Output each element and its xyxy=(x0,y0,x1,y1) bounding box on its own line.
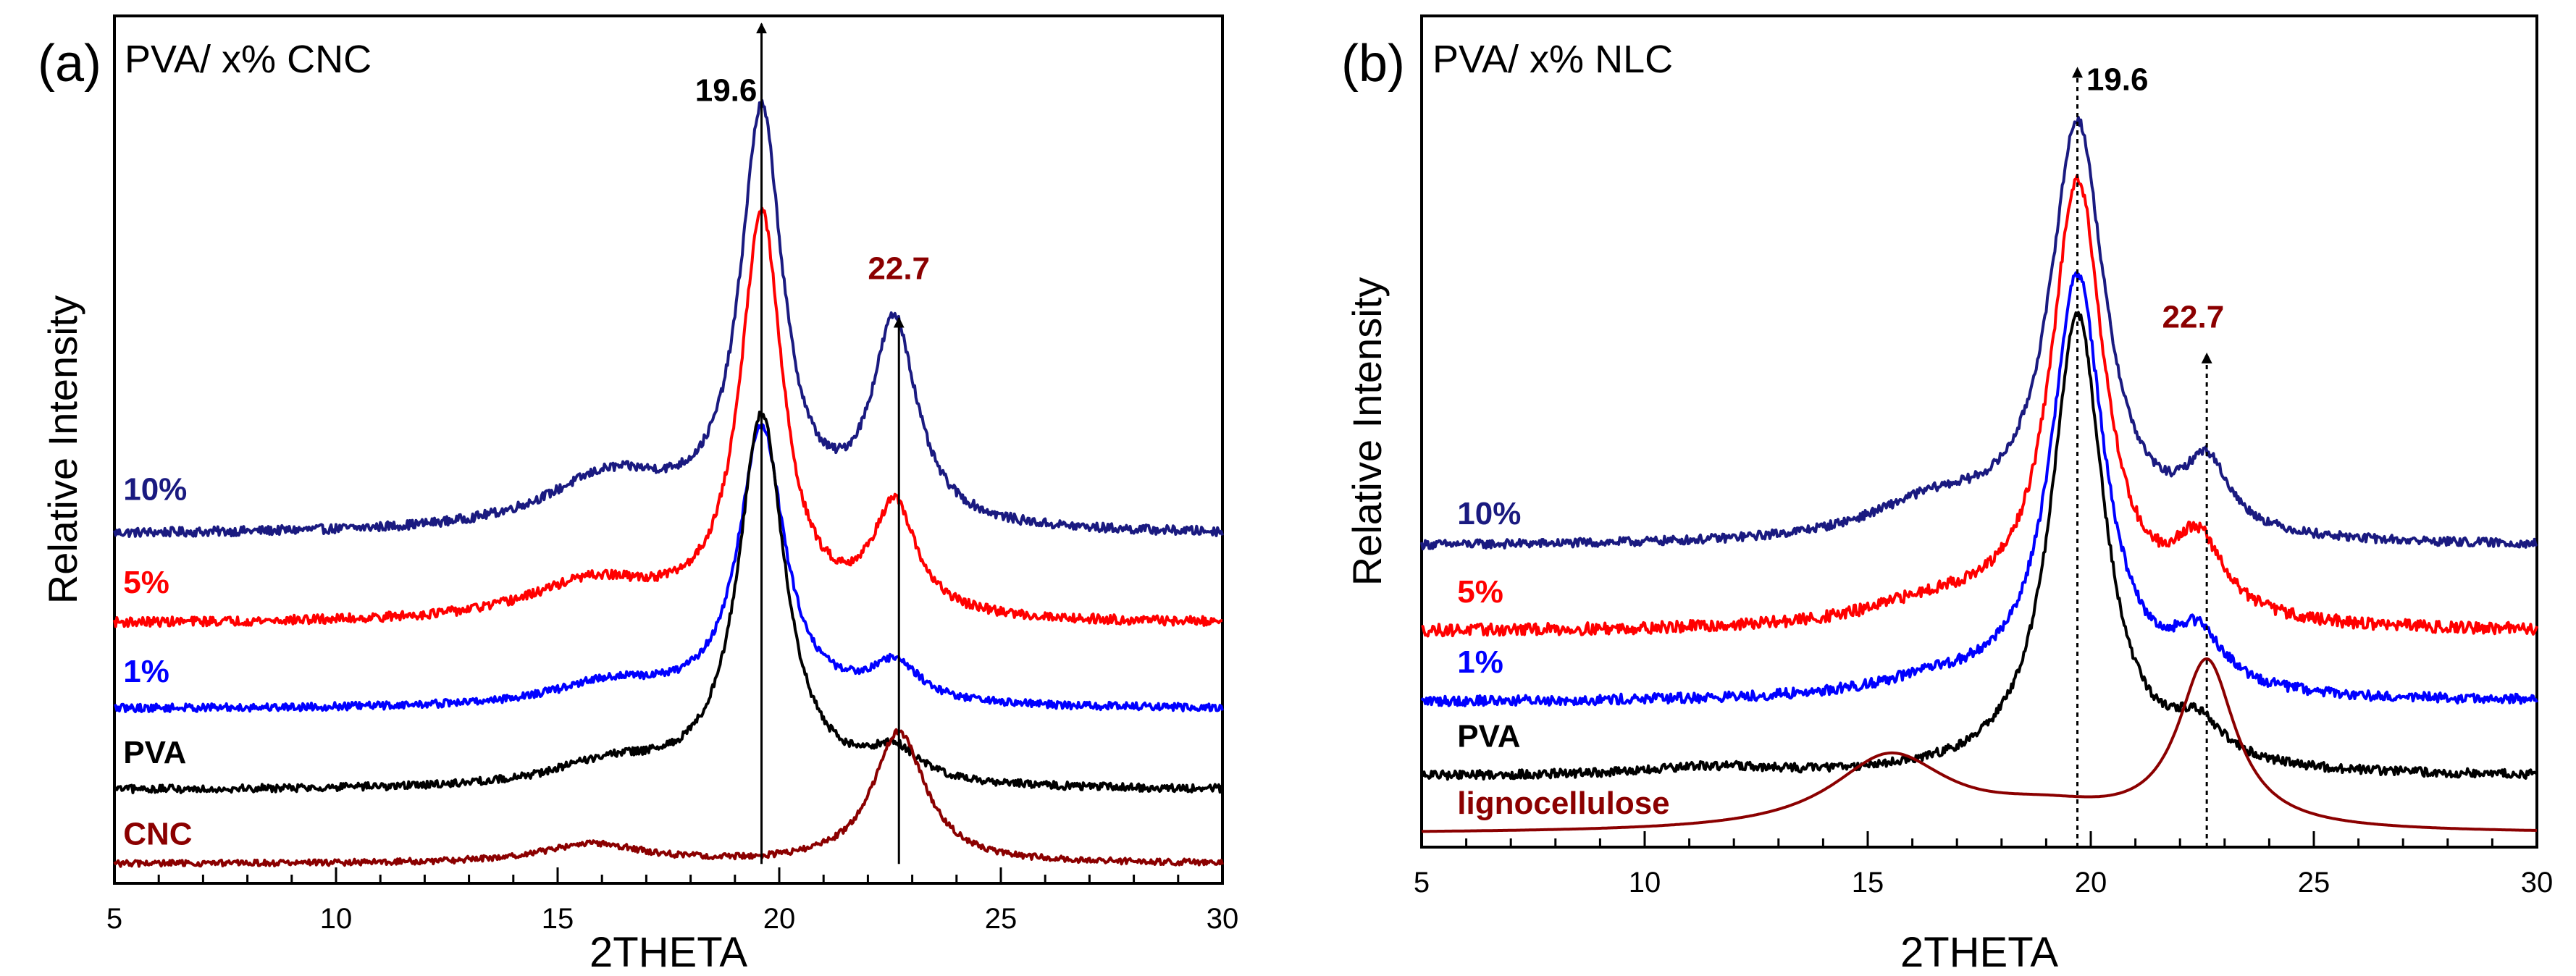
series-label: lignocellulose xyxy=(1457,786,1669,821)
peak-annotation: 22.7 xyxy=(868,251,930,287)
series-label: PVA xyxy=(123,735,186,770)
peak-annotation: 19.6 xyxy=(2086,62,2149,98)
series-label: 5% xyxy=(123,565,169,600)
series-line-pva xyxy=(113,411,1224,794)
x-tick-label: 25 xyxy=(985,903,1018,935)
chart-title: PVA/ x% CNC xyxy=(125,38,372,81)
series-label: 5% xyxy=(1457,574,1503,610)
panel-b: (b) PVA/ x% NLC 2THETA Relative Intensit… xyxy=(1341,14,2553,976)
series-line-5- xyxy=(113,206,1223,628)
series-line-10- xyxy=(1420,116,2538,551)
series-label: 1% xyxy=(1457,644,1503,680)
series-line-lignocellulose xyxy=(1421,657,2538,833)
x-tick-label: 5 xyxy=(1414,867,1430,899)
series-line-5- xyxy=(1421,174,2538,638)
plot-frame xyxy=(1420,14,2538,849)
series-label: 1% xyxy=(123,654,169,689)
series-label: 10% xyxy=(1457,496,1521,531)
x-axis-label: 2THETA xyxy=(1900,929,2058,976)
series-line-cnc xyxy=(113,728,1224,868)
plot-frame xyxy=(113,14,1224,885)
chart-title: PVA/ x% NLC xyxy=(1432,38,1673,81)
x-tick-label: 20 xyxy=(763,903,796,935)
series-label: 10% xyxy=(123,472,187,508)
x-tick-label: 20 xyxy=(2075,867,2107,899)
panel-label: (a) xyxy=(38,35,101,93)
x-tick-label: 10 xyxy=(320,903,353,935)
series-line-10- xyxy=(113,98,1224,538)
y-axis-label: Relative Intensity xyxy=(1344,277,1390,586)
x-tick-label: 30 xyxy=(2521,867,2554,899)
x-tick-label: 25 xyxy=(2298,867,2330,899)
panel-label: (b) xyxy=(1341,35,1405,93)
peak-annotation: 19.6 xyxy=(695,73,758,109)
x-axis-label: 2THETA xyxy=(590,929,747,976)
panel-a: (a) PVA/ x% CNC 2THETA Relative Intensit… xyxy=(38,14,1239,976)
series-line-1- xyxy=(113,423,1224,713)
series-label: PVA xyxy=(1457,719,1520,754)
marks-group: 5 10 15 20 25 30 10% 5% 1% PVA lignocellulose 19.6 2… xyxy=(1414,62,2553,899)
x-tick-label: 15 xyxy=(1852,867,1884,899)
series-line-pva xyxy=(1420,311,2538,781)
marks-group: 5 10 15 20 25 30 10% 5% 1% PVA CNC 19.6 22.7 xyxy=(106,22,1239,935)
x-tick-label: 30 xyxy=(1207,903,1239,935)
x-tick-label: 15 xyxy=(542,903,574,935)
peak-annotation: 22.7 xyxy=(2162,300,2225,335)
series-label: CNC xyxy=(123,817,192,852)
y-axis-label: Relative Intensity xyxy=(40,295,85,604)
x-tick-label: 10 xyxy=(1629,867,1661,899)
x-tick-label: 5 xyxy=(106,903,122,935)
series-line-1- xyxy=(1420,271,2538,707)
